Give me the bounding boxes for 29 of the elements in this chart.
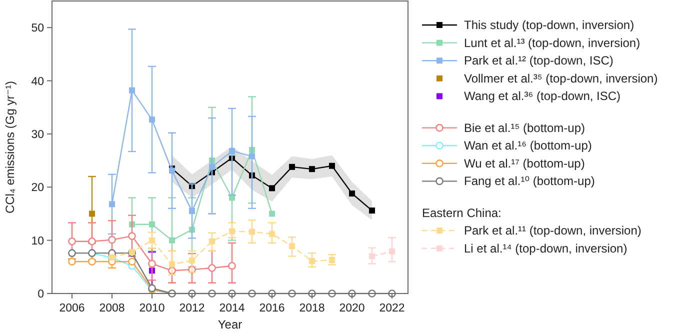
text: Eastern China: [422, 206, 502, 220]
x-tick-label: 2012 [179, 302, 205, 314]
legend-label: Wang et al.³⁶ (top-down, ISC) [464, 89, 621, 104]
legend-label: Bie et al.¹⁵ (bottom-up) [464, 120, 586, 135]
x-tick-label: 2008 [99, 302, 125, 314]
x-tick-label: 2014 [219, 302, 246, 314]
legend-label: Li et al.¹⁴ (top-down, inversion) [464, 241, 628, 256]
y-tick-label: 10 [31, 235, 44, 248]
legend-label: Vollmer et al.³⁵ (top-down, inversion) [464, 71, 658, 86]
legend-label: Park et al.¹² (top-down, ISC) [464, 54, 614, 68]
legend-label: Lunt et al.¹³ (top-down, inversion) [464, 36, 640, 50]
legend-label: Park et al.¹¹ (top-down, inversion) [464, 224, 642, 238]
y-axis-title: CCl₄ emissions (Gg yr⁻¹) [3, 80, 17, 214]
y-tick-label: 20 [31, 182, 44, 194]
x-tick-label: 2006 [59, 302, 85, 314]
legend-label: This study (top-down, inversion) [464, 18, 634, 32]
y-tick-label: 0 [38, 288, 44, 300]
x-axis-title: Year [218, 318, 242, 332]
y-tick-label: 30 [31, 128, 44, 141]
x-tick-label: 2018 [299, 302, 325, 314]
legend-label: Wan et al.¹⁶ (bottom-up) [464, 138, 592, 153]
y-tick-label: 50 [31, 22, 44, 35]
x-tick-label: 2020 [339, 302, 365, 314]
y-tick-label: 40 [31, 76, 44, 88]
legend-label: Wu et al.¹⁷ (bottom-up) [464, 156, 585, 170]
legend-label: Fang et al.¹⁰ (bottom-up) [464, 174, 595, 188]
x-tick-label: 2022 [379, 302, 405, 314]
x-tick-label: 2016 [259, 302, 285, 314]
x-tick-label: 2010 [139, 302, 165, 314]
